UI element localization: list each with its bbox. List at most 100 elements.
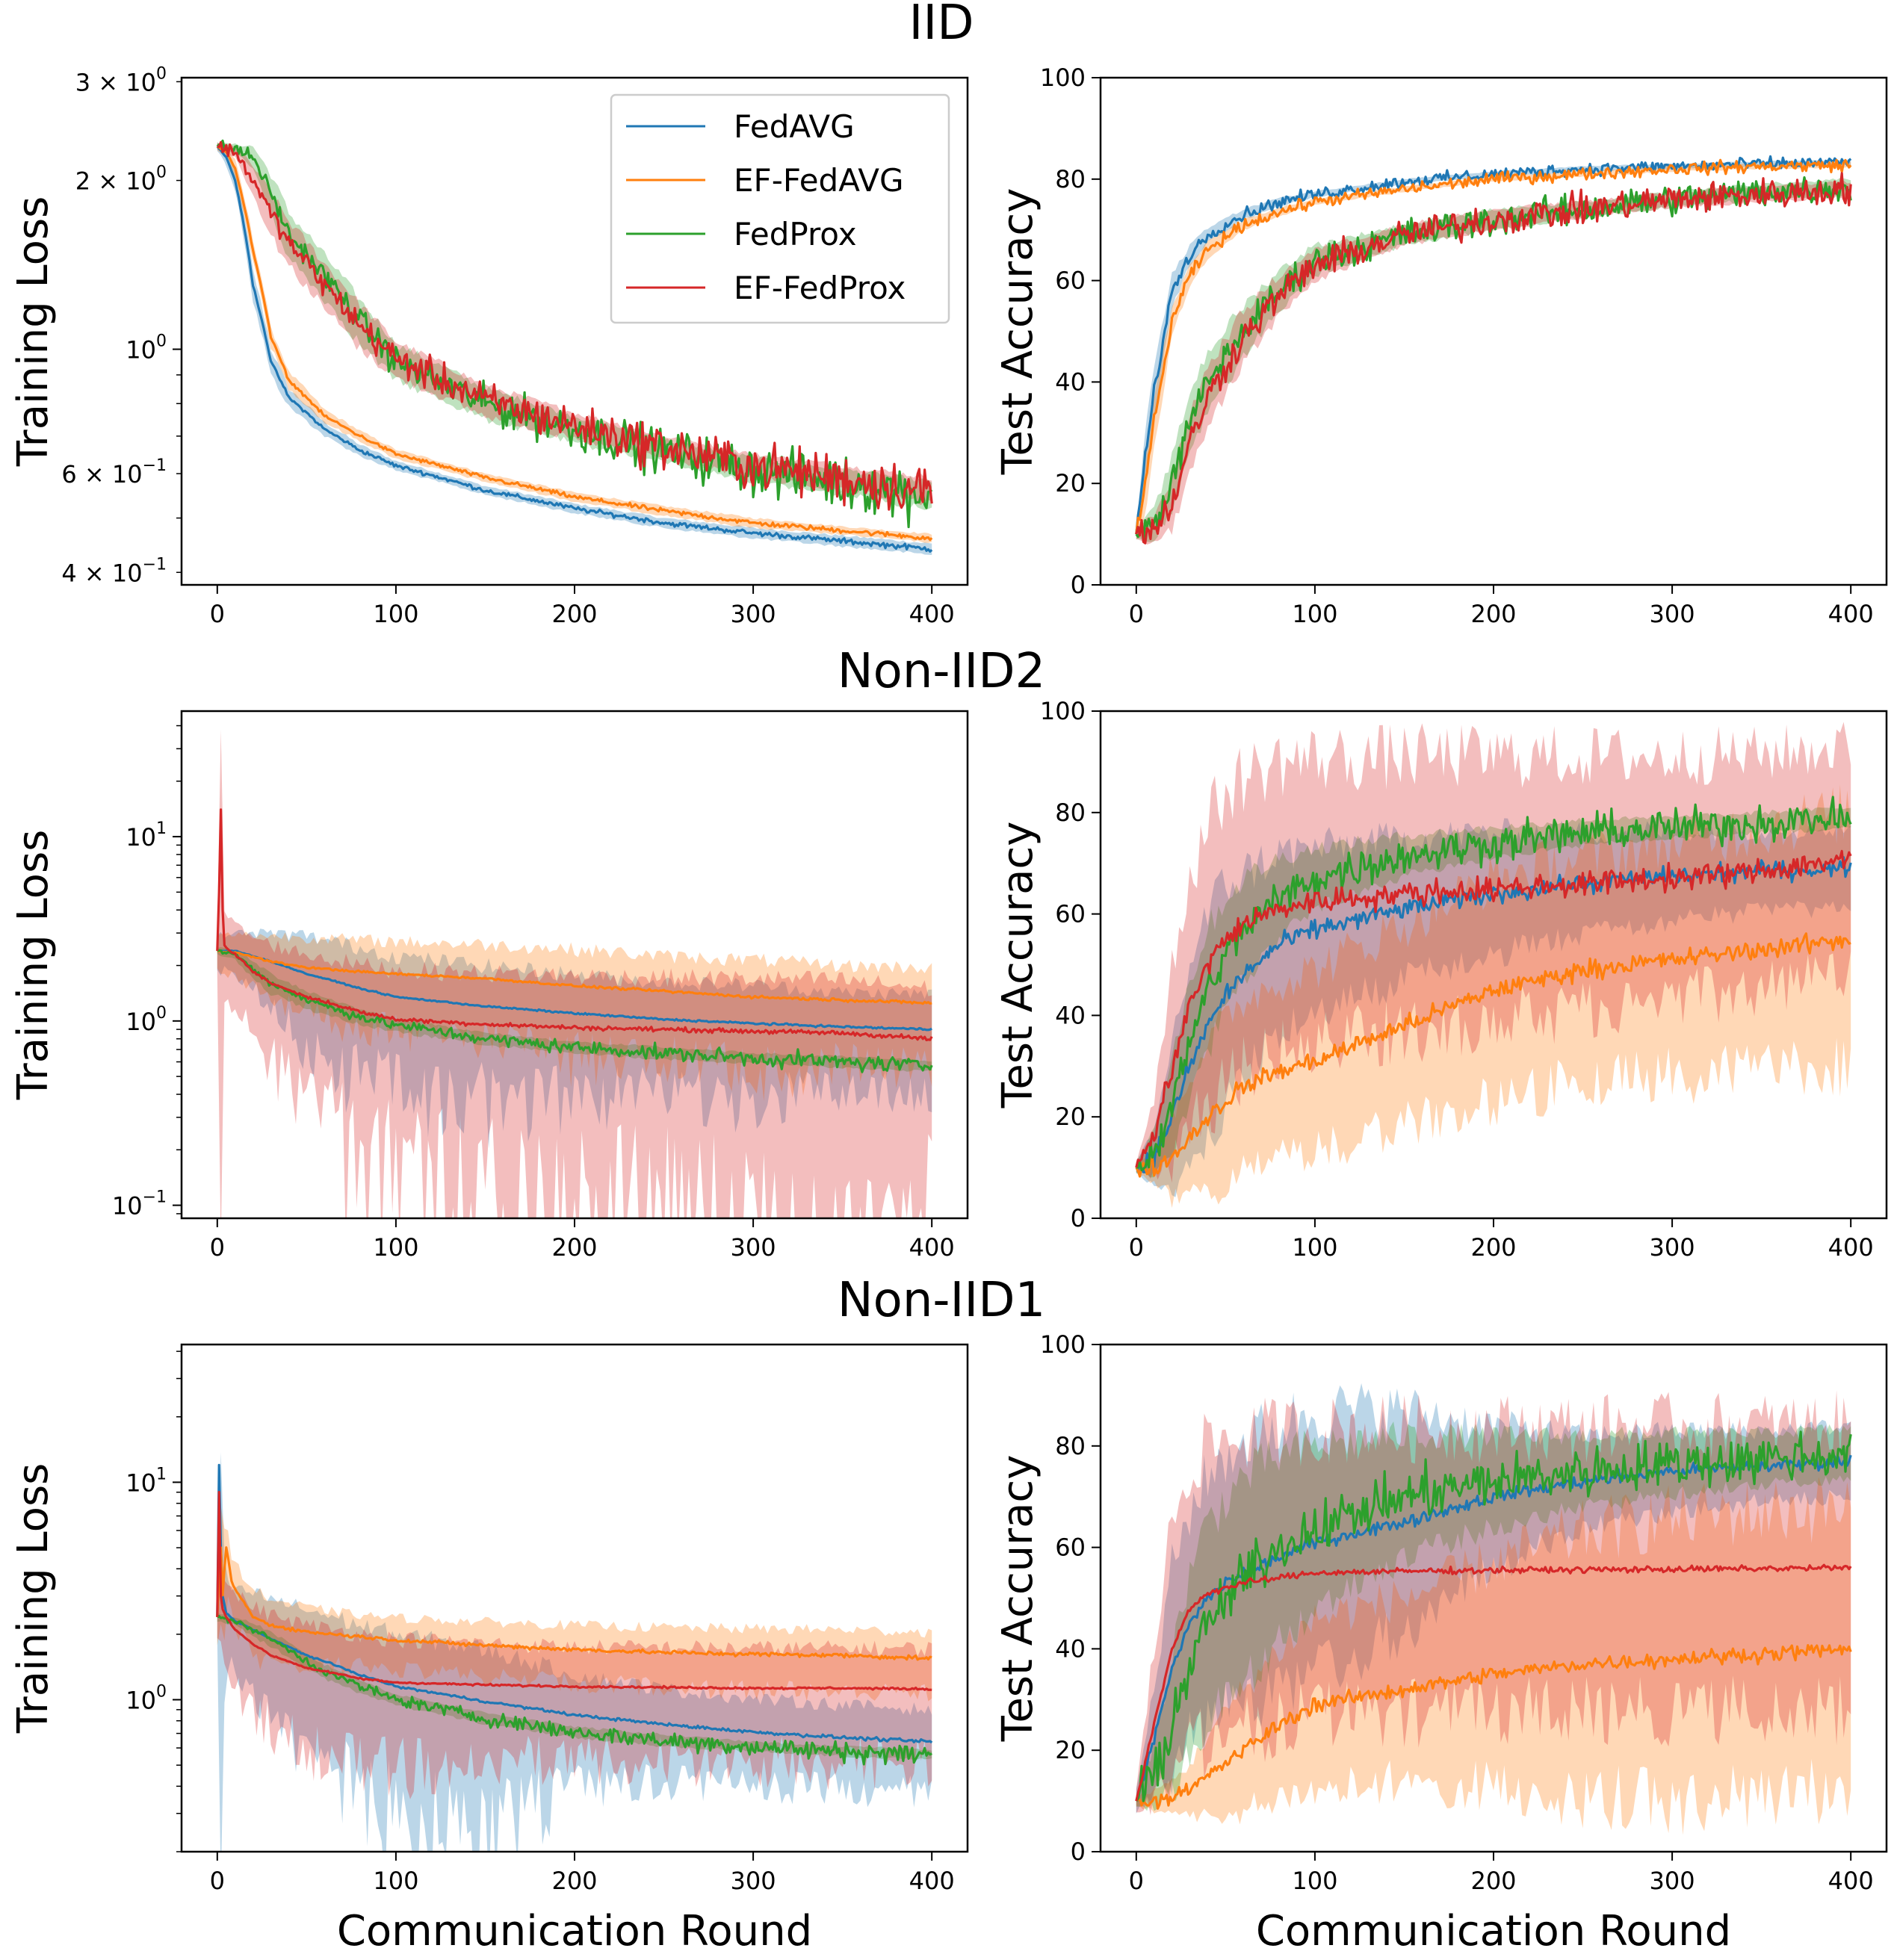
- non-iid2-test-accuracy-xtick-label: 100: [1292, 1233, 1337, 1262]
- non-iid2-training-loss-band-ef-fedprox: [217, 729, 932, 1218]
- non-iid2-training-loss-ytick-label: 100: [126, 1004, 167, 1036]
- iid-training-loss-xtick-label: 0: [210, 600, 225, 628]
- non-iid2-test-accuracy-ytick-label: 100: [1040, 697, 1086, 725]
- non-iid1-training-loss-line-fedavg: [216, 1463, 933, 1744]
- non-iid2-training-loss-xtick-label: 400: [909, 1233, 955, 1262]
- iid-training-loss-ylabel: Training Loss: [9, 196, 58, 468]
- non-iid1-test-accuracy-ylabel: Test Accuracy: [994, 1455, 1042, 1743]
- non-iid1-training-loss-line-ef-fedprox: [216, 1490, 932, 1691]
- non-iid2-training-loss-line-fedprox: [217, 949, 933, 1073]
- iid-training-loss-ytick-label: 4 × 10−1: [61, 555, 167, 587]
- non-iid1-test-accuracy-xtick-label: 300: [1650, 1867, 1695, 1895]
- non-iid2-test-accuracy-band-ef-fedprox: [1136, 722, 1851, 1183]
- non-iid1-test-accuracy-xtick-label: 200: [1470, 1867, 1516, 1895]
- non-iid2-training-loss-panel: 0 100 200 300 400 101 100 10−1 Training Loss: [9, 710, 969, 1262]
- non-iid1-test-accuracy-panel: 0 100 200 300 400 0 20 40 60 80 100 Test Accuracy Co…: [994, 1330, 1888, 1956]
- legend-label-fedavg: FedAVG: [734, 108, 855, 145]
- iid-test-accuracy-line-ef-fedprox: [1135, 172, 1852, 545]
- non-iid2-training-loss-ytick-label: 10−1: [112, 1188, 167, 1221]
- non-iid2-training-loss-plot-area: [216, 729, 933, 1218]
- non-iid2-test-accuracy-ytick-label: 0: [1071, 1204, 1086, 1232]
- non-iid2-training-loss-band-fedavg: [217, 928, 932, 1149]
- non-iid1-test-accuracy-ytick-label: 80: [1055, 1432, 1086, 1460]
- iid-test-accuracy-ylabel: Test Accuracy: [994, 188, 1042, 476]
- iid-test-accuracy-ytick-label: 0: [1071, 571, 1086, 599]
- non-iid1-test-accuracy-ytick-label: 0: [1071, 1838, 1086, 1866]
- non-iid2-test-accuracy-band-ef-fedavg: [1136, 784, 1851, 1209]
- row-title-non-iid1: Non-IID1: [838, 1273, 1045, 1328]
- legend: FedAVG EF-FedAVG FedProx EF-FedProx: [610, 93, 950, 324]
- non-iid2-test-accuracy-line-ef-fedprox: [1135, 849, 1852, 1168]
- non-iid2-training-loss-ytick-label: 101: [126, 819, 167, 852]
- non-iid1-test-accuracy-ytick-label: 60: [1055, 1533, 1086, 1562]
- iid-training-loss-line-ef-fedavg: [216, 145, 933, 542]
- non-iid2-test-accuracy-ytick-label: 60: [1055, 900, 1086, 928]
- non-iid1-training-loss-xtick-label: 200: [551, 1867, 597, 1895]
- iid-training-loss-ytick-label: 6 × 10−1: [61, 456, 167, 489]
- non-iid2-test-accuracy-ylabel: Test Accuracy: [994, 822, 1042, 1109]
- non-iid1-test-accuracy-xtick-label: 100: [1292, 1867, 1337, 1895]
- non-iid1-training-loss-line-ef-fedavg: [216, 1546, 932, 1661]
- non-iid2-test-accuracy-xtick-label: 300: [1650, 1233, 1695, 1262]
- iid-test-accuracy-xtick-label: 0: [1129, 600, 1144, 628]
- non-iid2-training-loss-xtick-label: 0: [210, 1233, 225, 1262]
- non-iid2-test-accuracy-ytick-label: 20: [1055, 1102, 1086, 1131]
- iid-training-loss-panel: 0 100 200 300 400 3 × 100 2 × 100 100 6 × 10−1 4 …: [9, 64, 969, 628]
- iid-test-accuracy-line-ef-fedavg: [1135, 158, 1852, 535]
- legend-label-ef-fedavg: EF-FedAVG: [734, 162, 904, 199]
- iid-test-accuracy-panel: 0 100 200 300 400 0 20 40 60 80 100 Test Accuracy: [994, 63, 1888, 628]
- legend-label-fedprox: FedProx: [734, 216, 857, 252]
- non-iid2-test-accuracy-ytick-label: 80: [1055, 798, 1086, 827]
- non-iid1-test-accuracy-line-fedprox: [1135, 1430, 1852, 1802]
- iid-test-accuracy-xtick-label: 300: [1650, 600, 1695, 628]
- legend-label-ef-fedprox: EF-FedProx: [734, 270, 906, 306]
- non-iid2-test-accuracy-xtick-label: 200: [1470, 1233, 1516, 1262]
- legend-box: [610, 93, 950, 324]
- non-iid2-training-loss-line-fedavg: [217, 949, 932, 1032]
- non-iid1-training-loss-xtick-label: 400: [909, 1867, 955, 1895]
- iid-training-loss-band-ef-fedprox: [217, 143, 932, 506]
- non-iid1-test-accuracy-line-ef-fedavg: [1135, 1644, 1852, 1810]
- non-iid1-test-accuracy-band-fedavg: [1136, 1383, 1851, 1814]
- non-iid1-training-loss-xlabel: Communication Round: [337, 1907, 812, 1956]
- iid-training-loss-line-fedavg: [216, 146, 933, 553]
- non-iid2-test-accuracy-plot-area: [1135, 722, 1852, 1209]
- iid-training-loss-plot-area: [216, 139, 933, 555]
- non-iid1-training-loss-plot-area: [216, 1452, 933, 1852]
- row-title-iid: IID: [909, 0, 974, 51]
- non-iid1-training-loss-xtick-label: 0: [210, 1867, 225, 1895]
- non-iid1-training-loss-ylabel: Training Loss: [9, 1463, 58, 1734]
- non-iid1-test-accuracy-ytick-label: 100: [1040, 1330, 1086, 1359]
- non-iid1-test-accuracy-xlabel: Communication Round: [1256, 1907, 1731, 1956]
- iid-test-accuracy-xtick-label: 400: [1828, 600, 1874, 628]
- non-iid1-test-accuracy-ytick-label: 20: [1055, 1736, 1086, 1764]
- non-iid1-test-accuracy-line-ef-fedprox: [1135, 1563, 1852, 1802]
- non-iid2-test-accuracy-xtick-label: 400: [1828, 1233, 1874, 1262]
- iid-test-accuracy-ytick-label: 40: [1055, 368, 1086, 396]
- row-title-non-iid2: Non-IID2: [838, 644, 1045, 699]
- iid-test-accuracy-ytick-label: 20: [1055, 469, 1086, 497]
- non-iid2-training-loss-xtick-label: 200: [551, 1233, 597, 1262]
- non-iid2-training-loss-line-ef-fedavg: [217, 949, 932, 1005]
- non-iid1-training-loss-band-ef-fedprox: [217, 1565, 932, 1799]
- non-iid2-training-loss-line-ef-fedprox: [216, 808, 933, 1042]
- iid-test-accuracy-plot-area: [1135, 155, 1852, 545]
- non-iid2-training-loss-ylabel: Training Loss: [9, 830, 58, 1101]
- non-iid2-training-loss-xtick-label: 100: [373, 1233, 418, 1262]
- non-iid2-test-accuracy-xtick-label: 0: [1129, 1233, 1144, 1262]
- iid-training-loss-xtick-label: 300: [731, 600, 776, 628]
- iid-training-loss-xtick-label: 100: [373, 600, 418, 628]
- non-iid2-training-loss-band-fedprox: [217, 947, 932, 1072]
- iid-test-accuracy-xtick-label: 200: [1470, 600, 1516, 628]
- iid-training-loss-line-ef-fedprox: [217, 140, 933, 511]
- non-iid2-test-accuracy-band-fedavg: [1136, 818, 1851, 1197]
- non-iid2-training-loss-xtick-label: 300: [731, 1233, 776, 1262]
- non-iid1-training-loss-line-fedprox: [217, 1615, 932, 1766]
- non-iid1-test-accuracy-plot-area: [1135, 1383, 1852, 1835]
- non-iid1-test-accuracy-ytick-label: 40: [1055, 1634, 1086, 1663]
- non-iid1-training-loss-xtick-label: 100: [373, 1867, 418, 1895]
- iid-test-accuracy-ytick-label: 100: [1040, 63, 1086, 92]
- non-iid1-training-loss-xtick-label: 300: [731, 1867, 776, 1895]
- non-iid1-training-loss-ytick-label: 101: [126, 1465, 167, 1497]
- non-iid2-test-accuracy-line-ef-fedavg: [1135, 932, 1851, 1178]
